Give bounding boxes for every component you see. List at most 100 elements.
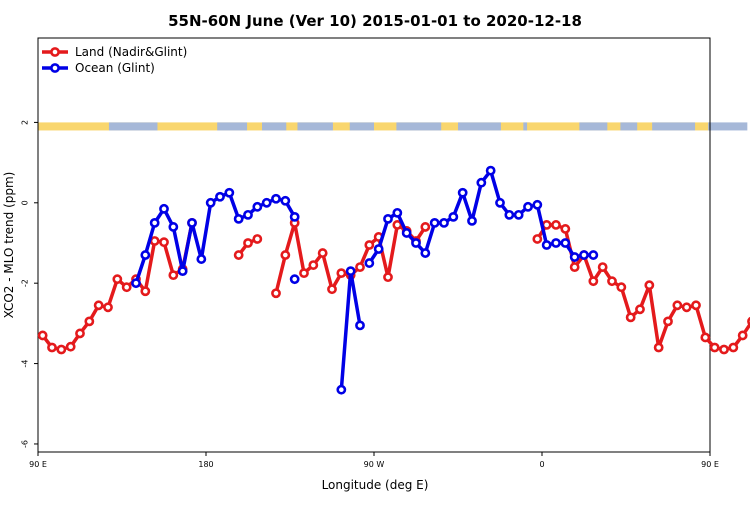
data-point-ocean: [196, 254, 207, 264]
band-ocean-segment: [458, 122, 501, 131]
data-point-land: [317, 248, 328, 258]
data-point-land: [709, 342, 720, 353]
data-point-ocean: [364, 258, 375, 268]
legend-item-land: Land (Nadir&Glint): [42, 45, 187, 59]
x-axis-label: Longitude (deg E): [322, 478, 429, 492]
legend-item-ocean: Ocean (Glint): [42, 61, 155, 75]
y-tick-label: -6: [21, 440, 30, 448]
data-point-ocean: [168, 222, 179, 232]
data-point-ocean: [532, 199, 543, 210]
land-ocean-band: [38, 122, 748, 131]
series-layer: [37, 165, 750, 395]
chart-title: 55N-60N June (Ver 10) 2015-01-01 to 2020…: [168, 12, 582, 30]
data-point-land: [336, 268, 347, 279]
data-point-ocean: [149, 217, 160, 228]
data-point-ocean: [439, 217, 449, 228]
data-point-land: [681, 302, 692, 313]
data-point-ocean: [205, 197, 216, 208]
band-ocean-segment: [708, 122, 748, 131]
data-point-ocean: [579, 250, 589, 260]
data-point-ocean: [373, 244, 384, 254]
data-point-land: [149, 236, 160, 246]
data-point-land: [383, 272, 393, 283]
y-tick-label: 0: [21, 200, 30, 205]
data-point-ocean: [420, 248, 431, 258]
data-point-ocean: [336, 384, 347, 395]
data-point-land: [112, 274, 123, 285]
data-point-land: [84, 316, 95, 327]
data-point-land: [663, 316, 673, 327]
data-point-ocean: [467, 215, 477, 226]
data-point-land: [355, 262, 365, 273]
x-tick-label: 180: [198, 460, 213, 469]
band-ocean-segment: [652, 122, 696, 131]
x-tick-label: 90 W: [364, 460, 385, 469]
legend-label: Ocean (Glint): [75, 61, 155, 75]
data-point-land: [607, 276, 617, 287]
data-point-land: [140, 286, 151, 297]
data-point-land: [65, 341, 76, 352]
legend-marker: [50, 63, 60, 73]
data-point-land: [243, 238, 253, 248]
data-point-land: [691, 300, 701, 311]
legend-marker: [50, 47, 60, 57]
data-point-ocean: [429, 217, 440, 228]
series-line-ocean: [339, 269, 362, 390]
data-point-land: [327, 284, 337, 295]
band-ocean-segment: [620, 122, 638, 131]
data-point-ocean: [569, 252, 580, 262]
series-line-land: [41, 222, 194, 352]
data-point-land: [420, 222, 431, 232]
data-point-ocean: [513, 209, 524, 220]
y-tick-label: -4: [21, 360, 30, 368]
data-point-ocean: [476, 177, 487, 188]
data-point-ocean: [392, 207, 403, 218]
data-point-land: [635, 304, 645, 315]
data-point-ocean: [560, 238, 571, 248]
data-point-land: [121, 282, 132, 293]
data-point-land: [159, 237, 169, 248]
data-point-land: [308, 260, 319, 270]
data-point-ocean: [504, 209, 515, 220]
y-tick-label: -2: [21, 279, 30, 287]
data-point-ocean: [131, 278, 141, 289]
data-point-ocean: [588, 250, 599, 260]
data-point-land: [56, 344, 67, 355]
data-point-ocean: [252, 201, 263, 212]
x-tick-label: 90 E: [29, 460, 47, 469]
data-point-land: [719, 344, 729, 355]
data-point-land: [653, 342, 664, 353]
data-point-land: [233, 250, 244, 260]
data-point-ocean: [271, 193, 281, 204]
data-point-land: [569, 262, 580, 273]
x-tick-label: 0: [539, 460, 544, 469]
band-ocean-segment: [396, 122, 442, 131]
data-point-ocean: [177, 266, 188, 277]
data-point-land: [93, 300, 104, 311]
data-point-land: [737, 330, 748, 341]
band-ocean-segment: [523, 122, 528, 131]
data-point-land: [532, 234, 543, 244]
band-ocean-segment: [217, 122, 248, 131]
data-point-land: [644, 280, 655, 291]
data-point-land: [616, 282, 627, 293]
y-axis: 2 0 -2 -4 -6: [21, 120, 38, 448]
band-ocean-segment: [349, 122, 374, 131]
data-point-ocean: [345, 266, 356, 277]
data-point-land: [672, 300, 683, 311]
data-point-ocean: [355, 320, 365, 331]
data-point-ocean: [457, 187, 468, 198]
x-axis: 90 E 180 90 W 0 90 E: [29, 452, 719, 469]
data-point-ocean: [551, 238, 561, 248]
data-point-land: [560, 224, 571, 234]
data-point-land: [392, 220, 403, 230]
data-point-land: [597, 262, 608, 273]
data-point-ocean: [523, 201, 533, 212]
data-point-land: [299, 268, 309, 279]
y-tick-label: 2: [21, 120, 30, 125]
data-point-land: [700, 332, 711, 343]
band-ocean-segment: [108, 122, 158, 131]
data-point-ocean: [411, 238, 421, 248]
data-point-land: [625, 312, 636, 323]
